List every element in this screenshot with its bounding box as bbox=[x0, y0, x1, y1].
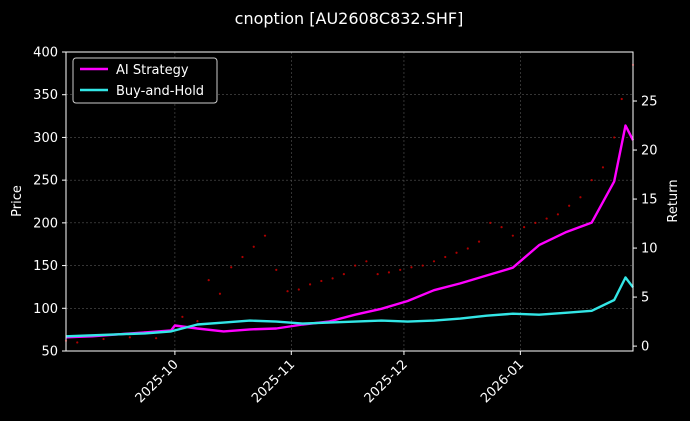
x-tick-label: 2025-12 bbox=[362, 357, 411, 406]
left-y-axis-label: Price bbox=[10, 185, 25, 217]
price-point bbox=[342, 273, 345, 276]
price-point bbox=[489, 221, 492, 224]
price-point bbox=[128, 336, 131, 339]
left-y-tick-label: 300 bbox=[33, 131, 58, 146]
plot-frame bbox=[65, 51, 634, 352]
price-point bbox=[76, 341, 79, 344]
left-y-tick-label: 350 bbox=[33, 88, 58, 103]
price-point bbox=[534, 221, 537, 224]
right-y-tick-label: 5 bbox=[641, 291, 649, 306]
price-series bbox=[64, 63, 635, 344]
price-point bbox=[252, 245, 255, 248]
price-point bbox=[320, 279, 323, 283]
price-point bbox=[365, 260, 368, 263]
price-point bbox=[477, 240, 481, 243]
price-point bbox=[466, 247, 469, 250]
price-point bbox=[444, 255, 447, 259]
x-tick-label: 2026-01 bbox=[478, 357, 527, 406]
right-y-tick-label: 10 bbox=[641, 242, 658, 257]
price-point bbox=[590, 179, 593, 182]
price-point bbox=[102, 337, 105, 341]
left-y-tick-label: 100 bbox=[33, 302, 58, 317]
price-point bbox=[545, 217, 548, 220]
price-point bbox=[286, 290, 289, 293]
legend-box bbox=[72, 57, 218, 104]
legend-label-ai-strategy: AI Strategy bbox=[116, 63, 189, 78]
price-point bbox=[556, 213, 560, 216]
price-point bbox=[196, 320, 199, 323]
x-tick-label: 2025-11 bbox=[249, 357, 298, 406]
price-point bbox=[207, 278, 210, 282]
price-point bbox=[181, 315, 184, 318]
price-point bbox=[218, 292, 222, 295]
price-point bbox=[620, 97, 623, 101]
series-line-ai-strategy bbox=[65, 124, 635, 339]
price-point bbox=[455, 251, 458, 254]
left-y-tick-label: 200 bbox=[33, 216, 58, 231]
price-point bbox=[275, 268, 278, 271]
right-y-tick-label: 0 bbox=[641, 340, 649, 355]
left-y-tick-label: 400 bbox=[33, 46, 58, 61]
price-point bbox=[601, 166, 605, 169]
left-y-tick-label: 250 bbox=[33, 174, 58, 189]
price-point bbox=[263, 234, 267, 237]
left-y-tick-label: 50 bbox=[41, 345, 58, 360]
left-y-tick-label: 150 bbox=[33, 259, 58, 274]
price-point bbox=[308, 283, 312, 286]
right-y-tick-label: 25 bbox=[641, 95, 658, 110]
price-point bbox=[376, 273, 379, 276]
price-point bbox=[241, 255, 244, 259]
legend-label-buy-and-hold: Buy-and-Hold bbox=[116, 84, 204, 99]
price-point bbox=[511, 234, 514, 237]
chart-title: cnoption [AU2608C832.SHF] bbox=[235, 9, 464, 28]
right-y-axis: 0 5 10 15 20 25 bbox=[633, 95, 658, 355]
price-point bbox=[523, 226, 526, 229]
left-y-axis: 50 100 150 200 250 300 350 400 bbox=[33, 46, 66, 360]
x-axis: 2025-10 2025-11 2025-12 2026-01 bbox=[133, 351, 527, 406]
price-point bbox=[500, 226, 503, 229]
right-y-tick-label: 15 bbox=[641, 193, 658, 208]
price-point bbox=[579, 196, 582, 199]
price-point bbox=[421, 264, 424, 267]
series-line-buy-and-hold bbox=[65, 276, 634, 338]
price-point bbox=[230, 266, 233, 269]
return-lines bbox=[65, 124, 635, 339]
price-point bbox=[568, 204, 571, 207]
x-tick-label: 2025-10 bbox=[133, 357, 182, 406]
right-y-axis-label: Return bbox=[666, 179, 681, 222]
legend: AI Strategy Buy-and-Hold bbox=[72, 57, 218, 104]
price-point bbox=[387, 271, 391, 274]
price-point bbox=[410, 266, 413, 269]
price-point bbox=[297, 288, 300, 291]
price-point bbox=[155, 337, 158, 340]
price-point bbox=[354, 264, 357, 267]
price-point bbox=[331, 277, 334, 280]
price-point bbox=[399, 268, 402, 271]
price-point bbox=[613, 136, 616, 139]
right-y-tick-label: 20 bbox=[641, 144, 658, 159]
price-point bbox=[432, 260, 436, 263]
